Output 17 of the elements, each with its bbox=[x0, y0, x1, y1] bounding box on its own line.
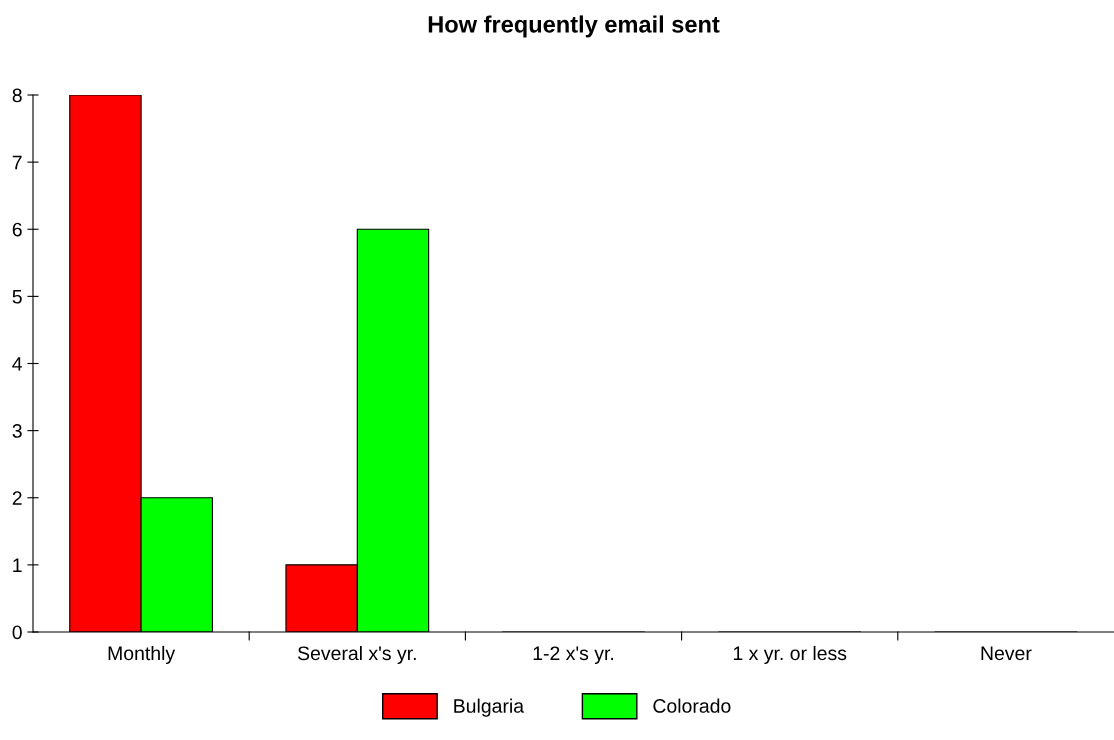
x-tick-label: 1 x yr. or less bbox=[733, 645, 847, 665]
chart-title: How frequently email sent bbox=[428, 15, 720, 38]
y-tick-label: 6 bbox=[12, 222, 22, 237]
x-tick-label: Monthly bbox=[108, 645, 176, 665]
x-tick-label: Several x's yr. bbox=[297, 645, 416, 665]
y-tick-label: 5 bbox=[12, 290, 22, 304]
y-tick-label: 2 bbox=[12, 491, 22, 505]
y-tick-label: 3 bbox=[12, 424, 22, 438]
x-tick-label: 1-2 x's yr. bbox=[533, 646, 614, 665]
y-tick-label: 7 bbox=[12, 155, 22, 170]
y-tick-label: 4 bbox=[12, 357, 23, 371]
x-tick-label: Never bbox=[981, 646, 1032, 661]
y-tick-label: 8 bbox=[12, 88, 22, 103]
y-tick-label: 0 bbox=[12, 625, 22, 640]
legend-label: Colorado bbox=[653, 698, 731, 713]
legend-label: Bulgaria bbox=[454, 698, 525, 717]
y-tick-label: 1 bbox=[13, 558, 22, 572]
